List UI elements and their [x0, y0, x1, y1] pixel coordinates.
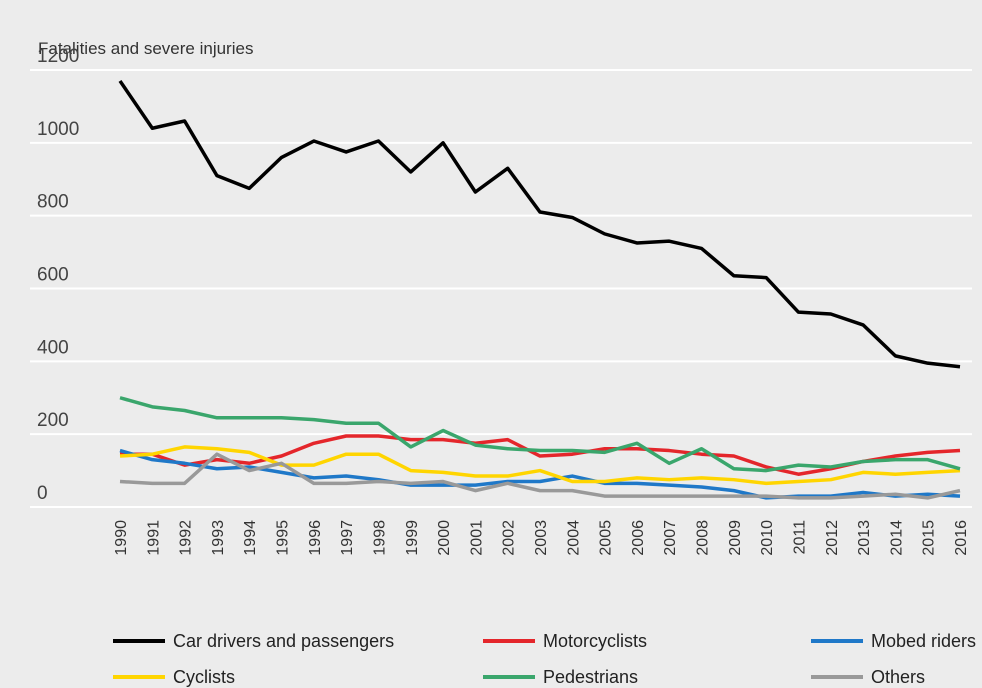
series-line — [120, 434, 961, 476]
x-tick-label: 1995 — [275, 520, 292, 556]
series-line — [118, 79, 961, 369]
x-tick-label: 2015 — [921, 520, 938, 556]
x-tick-label: 2014 — [888, 520, 905, 556]
y-tick-label: 800 — [37, 192, 69, 213]
y-tick-label: 0 — [37, 483, 48, 504]
x-tick-label: 1996 — [307, 520, 324, 556]
x-tick-label: 2005 — [598, 520, 615, 556]
legend-label: Mobed riders — [871, 631, 976, 651]
x-tick-label: 2003 — [533, 520, 550, 556]
x-tick-label: 1998 — [371, 520, 388, 556]
x-tick-label: 2001 — [468, 520, 485, 556]
y-tick-label: 200 — [37, 410, 69, 431]
x-tick-label: 1993 — [210, 520, 227, 556]
legend-label: Others — [871, 667, 925, 687]
x-tick-label: 1999 — [404, 520, 421, 556]
x-tick-label: 1991 — [145, 520, 162, 556]
x-tick-label: 2012 — [824, 520, 841, 556]
y-tick-label: 600 — [37, 265, 69, 286]
x-tick-label: 2000 — [436, 520, 453, 556]
x-tick-label: 1997 — [339, 520, 356, 556]
series-line — [119, 445, 961, 486]
legend-label: Motorcyclists — [543, 631, 647, 651]
legend-label: Car drivers and passengers — [173, 631, 394, 651]
x-tick-label: 2009 — [727, 520, 744, 556]
legend-label: Pedestrians — [543, 667, 638, 687]
x-tick-label: 1994 — [242, 520, 259, 556]
x-tick-label: 2011 — [791, 520, 808, 555]
x-tick-label: 1990 — [113, 520, 130, 556]
x-tick-label: 2010 — [759, 520, 776, 556]
chart-title: Fatalities and severe injuries — [38, 39, 253, 58]
series-line — [119, 452, 961, 500]
y-tick-label: 1000 — [37, 119, 79, 140]
x-tick-label: 2004 — [565, 520, 582, 556]
x-tick-label: 2016 — [953, 520, 970, 556]
y-tick-label: 400 — [37, 337, 69, 358]
y-tick-label: 1200 — [37, 46, 79, 67]
x-tick-label: 2007 — [662, 520, 679, 556]
x-tick-label: 2013 — [856, 520, 873, 556]
legend-label: Cyclists — [173, 667, 235, 687]
x-tick-label: 2006 — [630, 520, 647, 556]
x-tick-label: 1992 — [178, 520, 195, 556]
series-line — [119, 396, 961, 473]
x-tick-label: 2008 — [695, 520, 712, 556]
x-tick-label: 2002 — [501, 520, 518, 556]
